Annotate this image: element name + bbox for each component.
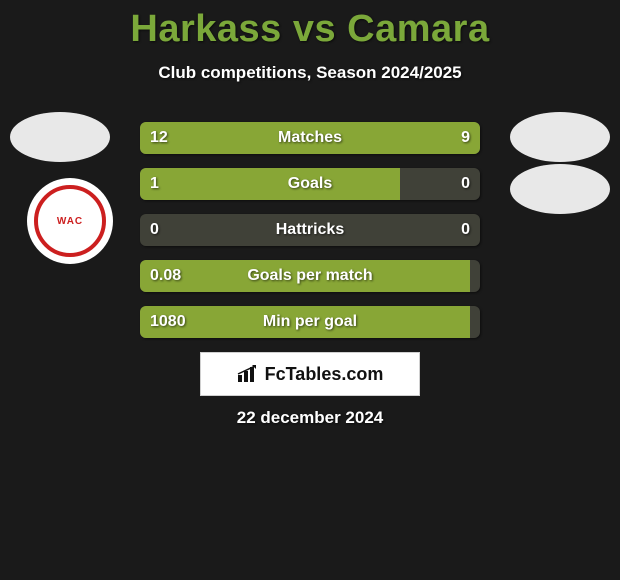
player-right-avatar (510, 112, 610, 162)
stat-label: Matches (140, 122, 480, 154)
brand-text: FcTables.com (265, 364, 384, 385)
stat-row: 0.08Goals per match (140, 260, 480, 292)
stat-row: 00Hattricks (140, 214, 480, 246)
stat-label: Goals per match (140, 260, 480, 292)
page-title: Harkass vs Camara (0, 0, 620, 51)
stat-row: 129Matches (140, 122, 480, 154)
stat-label: Min per goal (140, 306, 480, 338)
stats-bars: 129Matches 10Goals 00Hattricks 0.08Goals pe… (140, 122, 480, 352)
stat-label: Goals (140, 168, 480, 200)
date-text: 22 december 2024 (0, 408, 620, 428)
stat-row: 1080Min per goal (140, 306, 480, 338)
player-left-avatar (10, 112, 110, 162)
club-badge-text: WAC (57, 216, 83, 227)
page-subtitle: Club competitions, Season 2024/2025 (0, 63, 620, 83)
brand-bars-icon (237, 365, 259, 383)
brand-box[interactable]: FcTables.com (200, 352, 420, 396)
player-right-club-avatar (510, 164, 610, 214)
stat-label: Hattricks (140, 214, 480, 246)
player-left-club-badge: WAC (27, 178, 113, 264)
stat-row: 10Goals (140, 168, 480, 200)
